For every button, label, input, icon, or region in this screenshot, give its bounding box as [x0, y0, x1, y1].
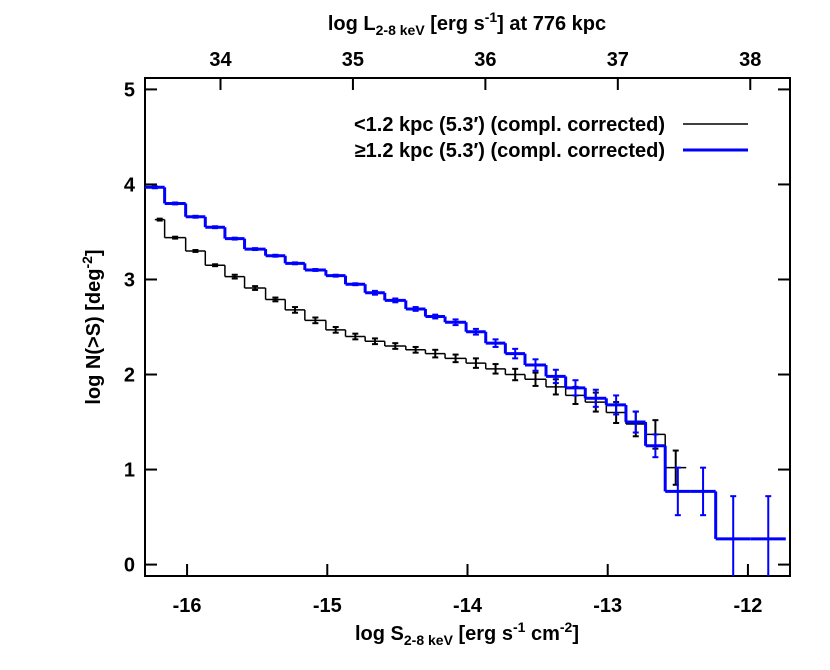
y-label-part: log N(>S) [deg	[83, 269, 105, 405]
x2-label-part: -1	[485, 9, 498, 25]
x-label-part: cm	[525, 623, 559, 645]
x-tick-label: -15	[313, 595, 342, 617]
y-axis-label: log N(>S) [deg-2]	[79, 249, 105, 404]
x2-tick-label: 38	[739, 49, 761, 71]
x2-label-part: ] at 776 kpc	[497, 13, 606, 35]
x-axis-label: log S2-8 keV [erg s-1 cm-2]	[355, 619, 579, 648]
x2-axis-label: log L2-8 keV [erg s-1] at 776 kpc	[328, 9, 606, 38]
legend-label: <1.2 kpc (5.3′) (compl. corrected)	[354, 114, 665, 136]
x2-tick-label: 36	[474, 49, 496, 71]
x-label-part: -1	[513, 619, 526, 635]
x2-label-part: log L	[328, 13, 376, 35]
y-tick-label: 3	[124, 269, 135, 291]
x-tick-label: -16	[173, 595, 202, 617]
x-label-part: [erg s	[453, 623, 513, 645]
legend-label: ≥1.2 kpc (5.3′) (compl. corrected)	[355, 140, 665, 162]
x2-label-part: [erg s	[425, 13, 485, 35]
y-label-part: ]	[83, 249, 105, 256]
x2-tick-label: 35	[342, 49, 364, 71]
x2-tick-label: 37	[607, 49, 629, 71]
y-tick-label: 1	[124, 460, 135, 482]
x-label-part: ]	[572, 623, 579, 645]
x2-label-part: 2-8 keV	[376, 22, 426, 38]
y-tick-label: 4	[124, 174, 136, 196]
x2-tick-label: 34	[209, 49, 232, 71]
x-label-part: 2-8 keV	[404, 632, 454, 648]
y-tick-label: 2	[124, 365, 135, 387]
x-label-part: -2	[560, 619, 573, 635]
x-tick-label: -12	[733, 595, 762, 617]
x-label-part: log S	[355, 623, 404, 645]
x-tick-label: -14	[453, 595, 483, 617]
y-tick-label: 0	[124, 555, 135, 577]
plot-area	[145, 185, 786, 576]
x-tick-label: -13	[593, 595, 622, 617]
y-label-part: -2	[79, 256, 95, 269]
y-tick-label: 5	[124, 79, 135, 101]
